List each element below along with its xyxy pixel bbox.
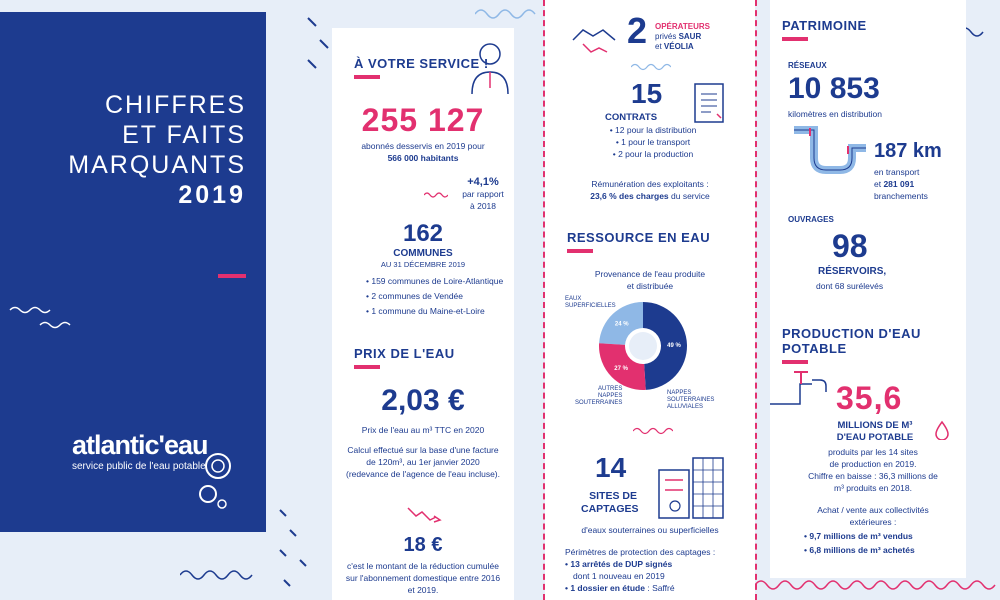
decorative-dashes-top xyxy=(307,17,329,69)
reduction-text: c'est le montant de la réduction cumulée… xyxy=(345,561,501,595)
contracts-list: • 12 pour la distribution • 1 pour le tr… xyxy=(593,124,713,160)
reseaux-label: RÉSEAUX xyxy=(788,61,827,70)
water-drop-icon xyxy=(935,420,949,440)
communes-list: • 159 communes de Loire-Atlantique • 2 c… xyxy=(366,275,503,317)
communes-date: AU 31 DÉCEMBRE 2019 xyxy=(380,260,466,269)
communes-label: COMMUNES xyxy=(393,248,453,259)
decorative-dashes xyxy=(279,509,307,587)
list-item: • 159 communes de Loire-Atlantique xyxy=(366,276,504,286)
list-item: • 2 pour la production xyxy=(612,149,694,159)
handshake-icon xyxy=(572,29,616,53)
list-item: • 2 communes de Vendée xyxy=(366,291,464,301)
decorative-waves xyxy=(9,306,71,329)
production-section-title: PRODUCTION D'EAU POTABLE xyxy=(782,326,966,364)
title-accent-bar xyxy=(218,274,246,278)
label-nappes-alluviales: NAPPES SOUTERRAINES ALLUVIALES xyxy=(667,390,715,410)
slice-superficielles xyxy=(599,302,643,345)
perimetres-block: Périmètres de protection des captages : … xyxy=(565,547,716,593)
communes-count: 162 xyxy=(402,220,444,247)
donut-chart: 24 % 49 % 27 % xyxy=(599,302,687,390)
price-calc-text: Calcul effectué sur la base d'une factur… xyxy=(346,445,500,479)
patrimoine-section-title: PATRIMOINE xyxy=(782,18,867,41)
label-autres-nappes: AUTRES NAPPES SOUTERRAINES xyxy=(575,386,623,406)
km-distribution: 10 853 xyxy=(788,72,880,105)
chart-title: Provenance de l'eau produite et distribu… xyxy=(594,269,706,291)
decorative-wave-bottom xyxy=(180,570,253,580)
decorative-wave-top xyxy=(475,9,536,19)
transport-text: en transport et 281 091 branchements xyxy=(874,167,928,201)
subscribers-count: 255 127 xyxy=(361,102,485,138)
captages-count: 14 xyxy=(595,452,627,483)
ouvrages-label: OUVRAGES xyxy=(788,215,834,224)
list-item: • 12 pour la distribution xyxy=(609,125,697,135)
logo-wordmark: atlantic'eau xyxy=(72,430,208,460)
title-line-1: CHIFFRES xyxy=(105,91,246,119)
ressource-section-title: RESSOURCE EN EAU xyxy=(567,230,710,253)
title-line-3: MARQUANTS xyxy=(68,151,246,179)
slice-autres xyxy=(599,343,646,390)
column-divider-left xyxy=(543,0,545,600)
label-eaux-superficielles: EAUX SUPERFICIELLES xyxy=(565,296,616,309)
price-text: Prix de l'eau au m³ TTC en 2020 xyxy=(361,425,485,435)
service-section-title: À VOTRE SERVICE ! xyxy=(354,56,489,79)
column-operateurs: 2 OPÉRATEURS privés SAUR et VÉOLIA 15 CO… xyxy=(545,0,755,600)
achetes-value: • 6,8 millions de m³ achetés xyxy=(804,545,915,555)
price-value: 2,03 € xyxy=(381,384,465,417)
growth-block: +4,1% par rapport à 2018 xyxy=(462,176,504,211)
operators-label: OPÉRATEURS privés SAUR et VÉOLIA xyxy=(655,22,710,51)
reservoirs-text: dont 68 surélevés xyxy=(816,281,884,291)
donut-hole xyxy=(629,332,657,360)
trend-down-icon xyxy=(407,507,442,523)
contracts-count: 15 xyxy=(631,78,663,109)
wave-icon xyxy=(633,427,673,435)
slice-label: 27 % xyxy=(614,366,628,372)
wave-icon xyxy=(424,192,448,198)
vendus-value: • 9,7 millions de m³ vendus xyxy=(804,531,913,541)
reservoirs-label: RÉSERVOIRS, xyxy=(818,266,887,277)
remuneration-text: Rémunération des exploitants : 23,6 % de… xyxy=(590,179,710,201)
km-transport: 187 km xyxy=(874,140,942,162)
person-icon xyxy=(471,43,509,95)
production-volume: 35,6 xyxy=(836,380,903,416)
achat-text: Achat / vente aux collectivités extérieu… xyxy=(817,505,929,527)
slice-alluviales xyxy=(643,302,687,390)
production-volume-label: MILLIONS DE M³ D'EAU POTABLE xyxy=(836,420,914,443)
reduction-value: 18 € xyxy=(403,534,443,556)
reservoirs-count: 98 xyxy=(832,228,868,264)
column-divider-right xyxy=(755,0,757,600)
slice-label: 24 % xyxy=(615,321,629,327)
page-title: CHIFFRES ET FAITS MARQUANTS 2019 xyxy=(68,90,246,210)
subscribers-text: abonnés desservis en 2019 pour 566 000 h… xyxy=(361,141,485,163)
factory-icon xyxy=(658,457,724,519)
cover-panel: CHIFFRES ET FAITS MARQUANTS 2019 atlanti… xyxy=(0,12,266,532)
atlantic-eau-logo: atlantic'eau service public de l'eau pot… xyxy=(72,430,208,472)
title-year: 2019 xyxy=(178,181,246,209)
column-service: À VOTRE SERVICE ! 255 127 abonnés desser… xyxy=(332,28,514,600)
production-text: produits par les 14 sites de production … xyxy=(808,447,938,493)
title-line-2: ET FAITS xyxy=(122,121,246,149)
prix-section-title: PRIX DE L'EAU xyxy=(354,346,455,369)
contracts-label: CONTRATS xyxy=(605,112,658,123)
logo-tagline: service public de l'eau potable xyxy=(72,461,206,472)
captages-label: SITES DE CAPTAGES xyxy=(581,490,639,515)
document-icon xyxy=(694,83,724,123)
pipe-icon xyxy=(794,126,866,174)
column-patrimoine: PATRIMOINE RÉSEAUX 10 853 kilomètres en … xyxy=(770,0,966,578)
operators-count: 2 xyxy=(627,10,648,51)
wave-icon xyxy=(631,63,671,71)
faucet-icon xyxy=(770,371,827,405)
captages-text: d'eaux souterraines ou superficielles xyxy=(581,525,719,535)
list-item: • 1 pour le transport xyxy=(615,137,691,147)
km-distribution-text: kilomètres en distribution xyxy=(788,109,883,119)
bubbles-icon xyxy=(199,453,231,509)
list-item: • 1 commune du Maine-et-Loire xyxy=(366,306,485,316)
slice-label: 49 % xyxy=(667,343,681,349)
decorative-wave-bottom-right xyxy=(755,580,996,590)
